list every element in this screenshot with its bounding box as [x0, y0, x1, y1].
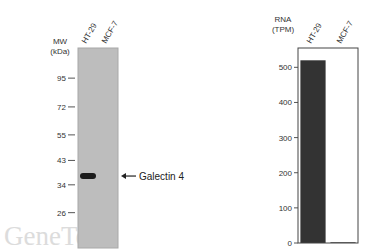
y-tick-label: 500 — [279, 63, 293, 72]
y-tick-label: 34 — [57, 181, 66, 190]
y-tick — [68, 212, 75, 213]
y-tick-label: 43 — [57, 156, 66, 165]
y-tick-label: 95 — [57, 74, 66, 83]
y-axis-label: (TPM) — [272, 25, 295, 34]
y-axis-label: RNA — [275, 15, 293, 24]
y-tick-label: 0 — [288, 239, 293, 248]
y-tick — [68, 184, 75, 185]
lane-label: HT-29 — [80, 21, 99, 45]
y-tick — [294, 243, 298, 244]
y-tick-label: 400 — [279, 98, 293, 107]
plot-frame — [298, 48, 358, 243]
annotation: Galectin 4 — [139, 171, 184, 182]
figure: GeneTexMW(kDa)957255433426HT-29MCF-7Gale… — [0, 0, 385, 250]
y-tick — [294, 102, 298, 103]
band — [80, 173, 96, 179]
lane-label: MCF-7 — [100, 19, 120, 45]
blot-membrane — [78, 48, 118, 248]
y-tick-label: 55 — [57, 131, 66, 140]
y-tick — [294, 172, 298, 173]
y-tick — [68, 134, 75, 135]
annotation-arrowhead — [121, 173, 126, 179]
y-tick — [294, 137, 298, 138]
y-tick-label: 200 — [279, 169, 293, 178]
bar — [300, 60, 325, 243]
y-tick — [68, 160, 75, 161]
x-tick-label: MCF-7 — [335, 19, 355, 45]
y-tick-label: 100 — [279, 204, 293, 213]
x-tick-label: HT-29 — [305, 21, 324, 45]
y-axis-label: MW — [53, 37, 68, 46]
y-tick-label: 72 — [57, 103, 66, 112]
y-tick — [68, 78, 75, 79]
y-axis-label: (kDa) — [50, 47, 70, 56]
y-tick — [294, 207, 298, 208]
bands — [80, 173, 96, 179]
y-tick — [294, 67, 298, 68]
y-tick-label: 300 — [279, 134, 293, 143]
bars — [300, 60, 355, 243]
y-tick-label: 26 — [57, 209, 66, 218]
y-tick — [68, 106, 75, 107]
